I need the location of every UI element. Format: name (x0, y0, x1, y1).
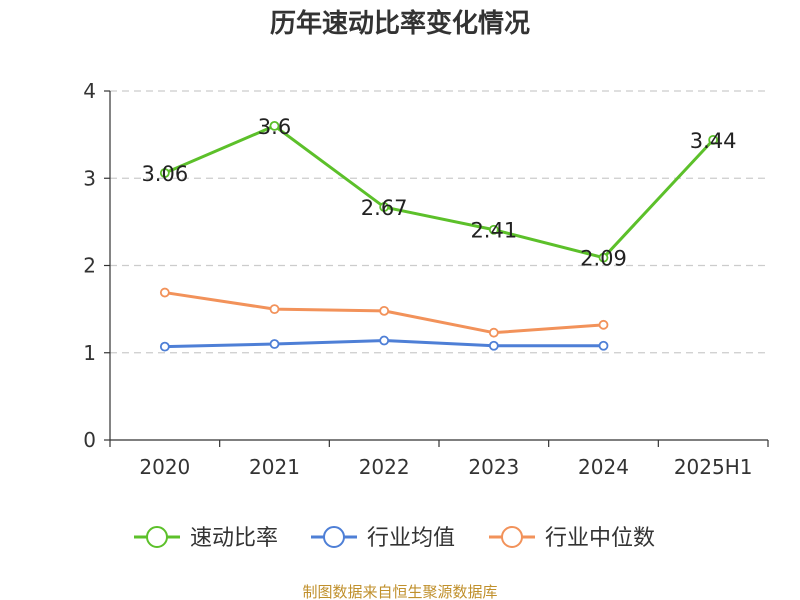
legend-marker (501, 526, 523, 548)
data-point (488, 340, 499, 351)
data-point (598, 340, 609, 351)
data-point (598, 319, 609, 330)
y-tick-label: 3 (83, 166, 96, 190)
x-tick-label: 2022 (359, 455, 410, 479)
data-label: 2.67 (361, 196, 408, 220)
x-tick-label: 2021 (249, 455, 300, 479)
legend-label: 行业均值 (367, 526, 455, 551)
axes: 0 1 2 3 4 2020 2021 2022 2023 2024 2025H1 (83, 79, 769, 479)
data-label: 2.09 (580, 247, 627, 271)
data-point (488, 327, 499, 338)
data-point (379, 305, 390, 316)
series (159, 121, 719, 352)
data-point (269, 121, 280, 131)
data-label: 3.06 (141, 162, 188, 186)
legend[interactable]: 速动比率 行业均值 行业中位数 (134, 526, 655, 551)
chart-title: 历年速动比率变化情况 (270, 8, 530, 39)
data-point (379, 202, 390, 212)
data-point (159, 341, 170, 352)
data-label: 3.44 (690, 129, 737, 153)
y-tick-label: 1 (83, 341, 96, 365)
grid (110, 90, 768, 354)
x-tick-label: 2025H1 (674, 455, 753, 479)
data-point (708, 134, 719, 145)
y-tick-label: 2 (83, 254, 96, 278)
y-tick-label: 4 (83, 79, 96, 103)
data-point (379, 335, 390, 346)
data-point (269, 304, 280, 315)
x-tick-label: 2024 (578, 455, 629, 479)
data-labels: 3.06 3.6 2.67 2.41 2.09 3.44 (141, 115, 736, 271)
legend-marker (323, 526, 345, 548)
x-tick-label: 2020 (139, 455, 190, 479)
series-line (164, 124, 715, 260)
data-point (269, 339, 280, 349)
legend-marker (146, 526, 168, 548)
legend-label: 行业中位数 (545, 526, 655, 551)
source-note: 制图数据来自恒生聚源数据库 (302, 583, 497, 600)
y-tick-label: 0 (83, 428, 96, 452)
data-point (598, 252, 609, 263)
data-point (159, 168, 170, 178)
data-point (159, 287, 170, 298)
legend-item[interactable]: 速动比率 (134, 526, 278, 551)
data-label: 2.41 (470, 219, 517, 243)
data-label: 3.6 (258, 115, 291, 139)
x-tick-label: 2023 (468, 455, 519, 479)
data-point (488, 224, 499, 235)
legend-item[interactable]: 行业中位数 (489, 526, 655, 551)
legend-label: 速动比率 (190, 526, 278, 551)
legend-item[interactable]: 行业均值 (311, 526, 455, 551)
